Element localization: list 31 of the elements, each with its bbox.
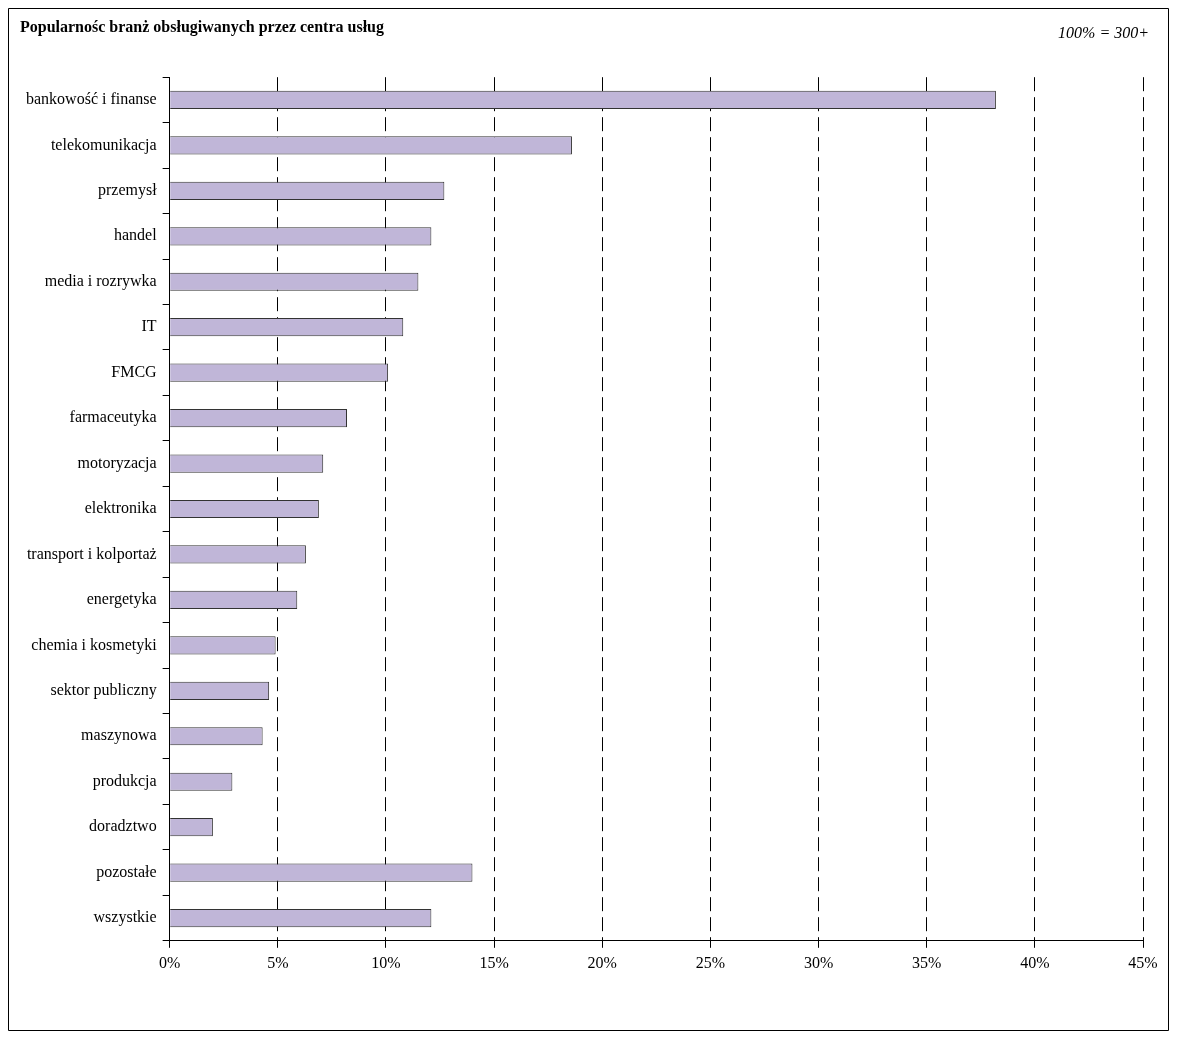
x-tick-label: 5% — [267, 953, 289, 971]
y-tick-label: doradztwo — [89, 817, 157, 835]
chart-title: Popularnośc branż obsługiwanych przez centra usług — [20, 17, 385, 36]
y-tick-label: handel — [113, 226, 158, 244]
y-tick-label: chemia i kosmetyki — [31, 635, 158, 654]
y-tick-label: media i rozrywka — [44, 271, 157, 290]
x-tick-label: 25% — [695, 953, 726, 971]
y-tick-label: motoryzacja — [77, 453, 157, 472]
y-tick-label: energetyka — [86, 590, 157, 609]
x-tick-label: 10% — [371, 953, 401, 971]
y-tick-label: IT — [141, 317, 157, 335]
x-tick-label: 30% — [803, 953, 834, 971]
x-tick-label: 35% — [912, 953, 942, 971]
y-tick-label: FMCG — [111, 362, 158, 380]
y-tick-label: telekomunikacja — [50, 135, 157, 154]
text: 100% = 300+ — [1058, 24, 1149, 42]
y-tick-label: maszynowa — [81, 726, 157, 745]
y-tick-label: elektronika — [84, 499, 157, 517]
x-tick-label: 20% — [587, 953, 617, 971]
x-tick-label: 45% — [1128, 953, 1158, 971]
y-tick-label: produkcja — [92, 771, 157, 790]
y-tick-label: farmaceutyka — [69, 408, 157, 427]
y-tick-label: bankowość i finanse — [25, 90, 157, 108]
x-tick-label: 40% — [1020, 953, 1050, 971]
y-tick-label: sektor publiczny — [50, 681, 157, 700]
y-tick-label: transport i kolportaż — [26, 544, 157, 563]
x-tick-label: 15% — [479, 953, 509, 971]
x-tick-label: 0% — [158, 953, 181, 971]
y-tick-label: przemysł — [97, 181, 158, 200]
y-tick-label: wszystkie — [93, 908, 157, 927]
y-tick-label: pozostałe — [96, 862, 157, 881]
